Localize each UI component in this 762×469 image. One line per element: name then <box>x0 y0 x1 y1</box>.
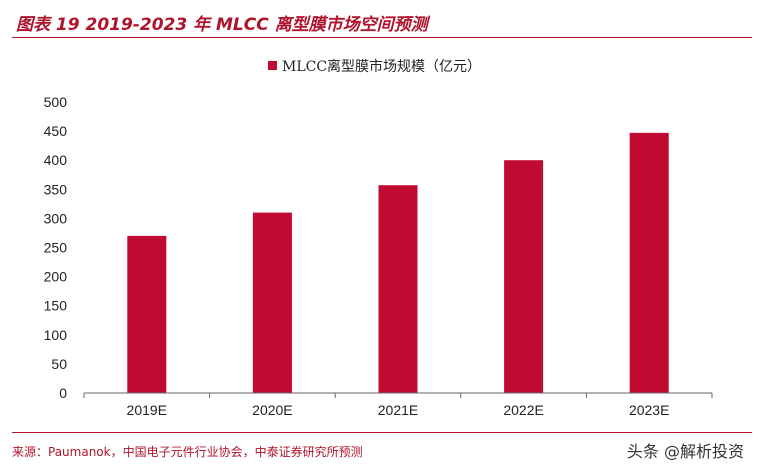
watermark-logo: 头条 @解析投资 <box>626 442 744 461</box>
y-tick-label: 100 <box>44 327 68 343</box>
bar <box>252 212 292 393</box>
source-note: 来源：Paumanok，中国电子元件行业协会，中泰证券研究所预测 <box>12 445 363 459</box>
x-tick-label: 2023E <box>629 402 669 418</box>
y-tick-label: 50 <box>51 356 67 372</box>
bar <box>127 235 167 393</box>
y-tick-label: 250 <box>44 240 68 256</box>
bar <box>378 185 418 393</box>
bars <box>127 132 669 393</box>
y-tick-label: 400 <box>44 152 68 168</box>
x-tick-label: 2020E <box>252 402 292 418</box>
legend-label: MLCC离型膜市场规模（亿元） <box>282 58 481 75</box>
y-tick-label: 0 <box>59 385 67 401</box>
x-tick-label: 2021E <box>378 402 418 418</box>
chart-legend: MLCC离型膜市场规模（亿元） <box>268 58 481 75</box>
y-tick-label: 200 <box>44 269 68 285</box>
y-tick-label: 450 <box>44 123 68 139</box>
figure-title: 图表 19 2019-2023 年 MLCC 离型膜市场空间预测 <box>16 15 428 35</box>
y-tick-label: 150 <box>44 298 68 314</box>
bar-chart: MLCC离型膜市场规模（亿元） 0 50 100 150 200 250 300 350 400… <box>44 58 713 418</box>
footer-divider <box>12 432 752 433</box>
x-axis-ticks: 2019E 2020E 2021E 2022E 2023E <box>83 393 713 418</box>
legend-swatch <box>268 61 277 70</box>
bar <box>504 160 544 393</box>
y-tick-label: 300 <box>44 210 68 226</box>
x-tick-label: 2019E <box>127 402 167 418</box>
title-divider <box>12 37 752 38</box>
bar <box>629 132 669 393</box>
y-tick-label: 500 <box>44 94 68 110</box>
y-tick-label: 350 <box>44 181 68 197</box>
x-tick-label: 2022E <box>503 402 543 418</box>
y-axis-ticks: 0 50 100 150 200 250 300 350 400 450 500 <box>44 94 68 401</box>
